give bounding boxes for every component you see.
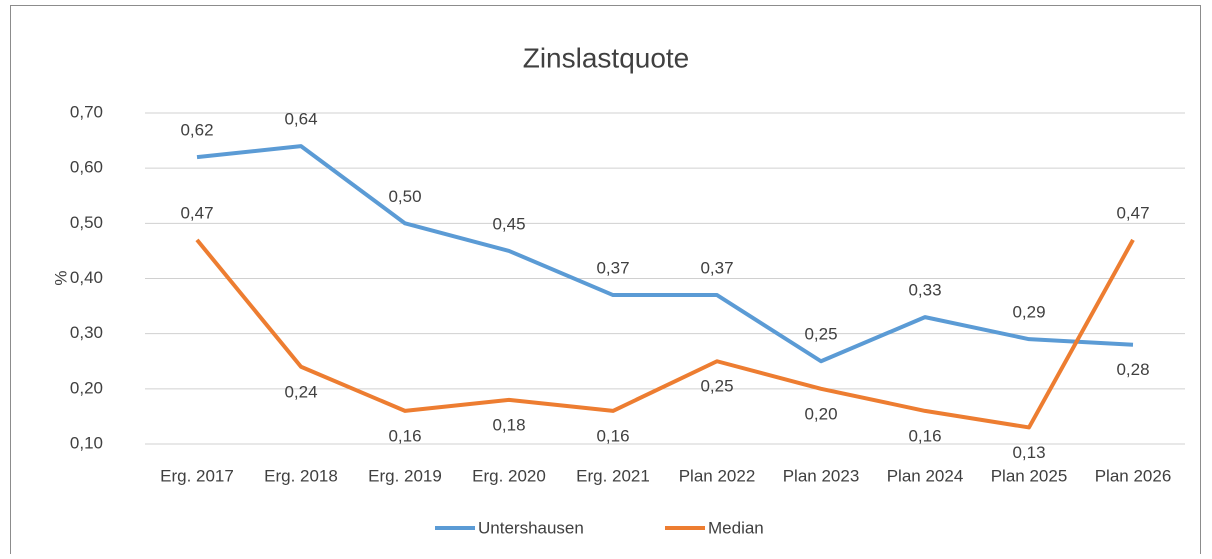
data-label: 0,25 bbox=[804, 325, 837, 344]
legend-label: Untershausen bbox=[478, 518, 584, 537]
x-tick-label: Plan 2022 bbox=[679, 466, 756, 485]
data-label: 0,28 bbox=[1116, 360, 1149, 379]
data-label: 0,37 bbox=[700, 259, 733, 278]
data-label: 0,47 bbox=[1116, 203, 1149, 222]
data-label: 0,47 bbox=[180, 203, 213, 222]
legend-label: Median bbox=[708, 518, 764, 537]
chart-border bbox=[10, 5, 1201, 559]
data-label: 0,25 bbox=[700, 377, 733, 396]
data-label: 0,64 bbox=[284, 110, 317, 129]
data-label: 0,24 bbox=[284, 382, 317, 401]
line-series bbox=[196, 144, 1134, 364]
y-tick-label: 0,40 bbox=[70, 268, 103, 287]
x-tick-label: Plan 2023 bbox=[783, 466, 860, 485]
y-tick-label: 0,70 bbox=[70, 102, 103, 121]
data-label: 0,20 bbox=[804, 404, 837, 423]
data-label: 0,16 bbox=[596, 426, 629, 445]
y-tick-label: 0,30 bbox=[70, 323, 103, 342]
data-label: 0,29 bbox=[1012, 303, 1045, 322]
data-label: 0,33 bbox=[908, 281, 941, 300]
x-tick-label: Plan 2026 bbox=[1095, 466, 1172, 485]
data-label: 0,45 bbox=[492, 214, 525, 233]
data-label: 0,50 bbox=[388, 187, 421, 206]
y-tick-label: 0,10 bbox=[70, 433, 103, 452]
y-tick-label: 0,20 bbox=[70, 378, 103, 397]
data-label: 0,13 bbox=[1012, 443, 1045, 462]
x-tick-label: Erg. 2019 bbox=[368, 466, 442, 485]
x-tick-label: Plan 2025 bbox=[991, 466, 1068, 485]
data-label: 0,16 bbox=[388, 426, 421, 445]
line-series bbox=[195, 238, 1135, 430]
chart-title: Zinslastquote bbox=[523, 42, 690, 73]
x-tick-label: Erg. 2021 bbox=[576, 466, 650, 485]
data-label: 0,37 bbox=[596, 259, 629, 278]
x-tick-label: Erg. 2017 bbox=[160, 466, 234, 485]
x-tick-label: Plan 2024 bbox=[887, 466, 964, 485]
data-label: 0,18 bbox=[492, 415, 525, 434]
x-tick-label: Erg. 2020 bbox=[472, 466, 546, 485]
y-tick-label: 0,50 bbox=[70, 213, 103, 232]
data-label: 0,62 bbox=[180, 121, 213, 140]
x-tick-label: Erg. 2018 bbox=[264, 466, 338, 485]
y-tick-label: 0,60 bbox=[70, 158, 103, 177]
y-axis-label: % bbox=[51, 270, 70, 285]
data-label: 0,16 bbox=[908, 426, 941, 445]
